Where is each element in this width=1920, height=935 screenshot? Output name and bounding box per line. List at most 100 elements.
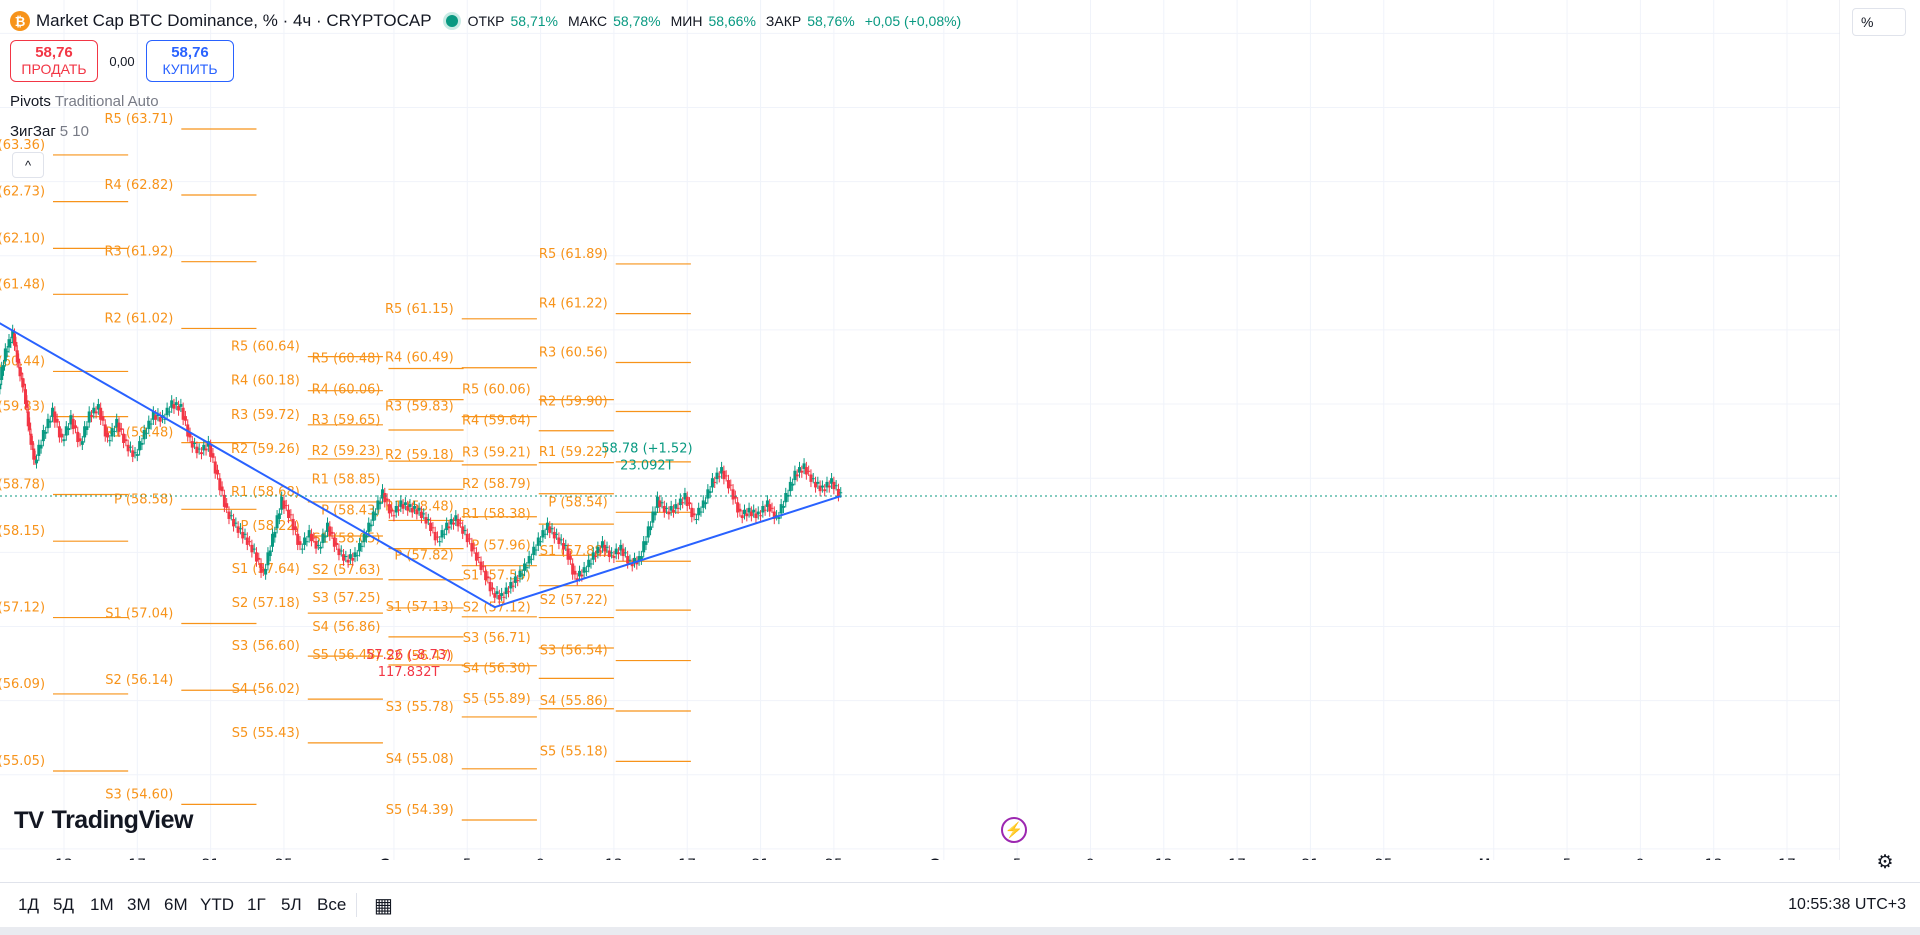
indicator-args: 5 10 [59, 123, 89, 140]
candle-body [532, 546, 536, 556]
pivot-label: S1 (57.88) [540, 544, 608, 559]
candle-body [305, 541, 309, 543]
candle-body [699, 511, 703, 513]
timeframe-all[interactable]: Все [317, 895, 347, 914]
candle-body [761, 505, 765, 513]
candle-body [190, 441, 194, 448]
candle-body [195, 446, 199, 454]
candle-body [676, 507, 680, 509]
candle-body [605, 546, 609, 548]
x-tick-label: 25 [275, 857, 293, 860]
x-tick-label: Ноя [1479, 857, 1509, 860]
candle-body [397, 509, 401, 511]
candle-body [332, 537, 336, 547]
candle-body [465, 533, 469, 543]
candle-body [112, 430, 116, 432]
candle-body [380, 489, 384, 499]
candle-body [704, 502, 708, 505]
candle-body [353, 552, 357, 557]
x-tick-label: 13 [1155, 857, 1173, 860]
timeframe-6m[interactable]: 6М [164, 895, 188, 914]
candle-body [385, 498, 389, 501]
candle-body [415, 509, 419, 515]
symbol-title[interactable]: Market Cap BTC Dominance, % · 4ч · CRYPT… [36, 11, 432, 30]
candle-body [254, 552, 258, 562]
pivot-label: S3 (54.60) [105, 787, 173, 802]
price-chart[interactable]: R5 (63.36) R4 (62.73) R3 (62.10) R2 (61.48)… [0, 0, 1840, 860]
timeframe-5y[interactable]: 5Л [281, 895, 302, 914]
candle-body [729, 484, 733, 486]
candle-body [756, 511, 760, 515]
pivot-label: S2 (56.47) [386, 649, 454, 664]
candle-body [211, 453, 215, 458]
sell-label: ПРОДАТЬ [21, 61, 87, 77]
zigzag-indicator: 58.78 (+1.52) 23.092T 57.26 (-8.73) 117.832… [0, 322, 842, 680]
candle-body [598, 550, 602, 552]
pivot-label: S4 (56.30) [463, 661, 531, 676]
candle-body [248, 541, 252, 543]
candle-body [713, 481, 717, 483]
candle-body [367, 522, 371, 532]
pivot-label: S1 (57.13) [386, 600, 454, 615]
collapse-legend-button[interactable]: ^ [12, 152, 44, 178]
pivot-label: P (57.82) [394, 549, 453, 564]
calendar-icon[interactable]: ▦ [374, 895, 393, 917]
x-tick-label: 13 [1705, 857, 1723, 860]
candle-body [158, 417, 162, 422]
x-tick-label: 17 [678, 857, 696, 860]
candle-body [683, 493, 687, 500]
buy-button[interactable]: 58,76 КУПИТЬ [146, 40, 234, 82]
candle-body [291, 518, 295, 531]
pivot-levels: R5 (63.36) R4 (62.73) R3 (62.10) R2 (61.48)… [0, 112, 691, 821]
pivot-label: S2 (57.63) [312, 563, 380, 578]
tradingview-logo[interactable]: TV TradingView [14, 806, 193, 835]
candle-body [199, 452, 203, 455]
candle-body [33, 455, 37, 460]
candle-body [55, 418, 59, 423]
candle-body [594, 556, 598, 558]
candle-body [14, 341, 18, 347]
timeframe-1y[interactable]: 1Г [247, 895, 266, 914]
pivot-label: S5 (56.48) [312, 648, 380, 663]
timeframe-5d[interactable]: 5Д [53, 895, 74, 914]
bottom-strip [0, 927, 1920, 935]
candle-body [64, 426, 68, 436]
candle-body [316, 544, 320, 546]
candle-body [15, 350, 19, 363]
candle-body [772, 511, 776, 519]
sell-button[interactable]: 58,76 ПРОДАТЬ [10, 40, 98, 82]
lightning-icon[interactable]: ⚡ [1001, 817, 1027, 843]
candle-body [513, 576, 517, 583]
candle-body [484, 570, 488, 581]
candle-body [749, 511, 753, 517]
candle-body [376, 500, 380, 510]
candle-body [550, 528, 554, 530]
candle-body [348, 554, 352, 559]
candle-body [669, 505, 673, 511]
candle-body [717, 476, 721, 478]
timeframe-ytd[interactable]: YTD [200, 895, 234, 914]
candle-body [282, 500, 286, 509]
candle-body [616, 552, 620, 555]
candle-body [440, 530, 444, 538]
timeframe-1m[interactable]: 1М [90, 895, 114, 914]
candle-body [477, 556, 481, 558]
market-status-icon[interactable] [445, 15, 458, 27]
candle-body [28, 422, 32, 430]
candle-body [832, 481, 836, 490]
candle-body [26, 411, 30, 427]
clock[interactable]: 10:55:38 UTC+3 [1788, 896, 1906, 913]
candle-body [419, 511, 423, 519]
unit-selector[interactable]: % [1852, 8, 1906, 36]
candle-body [119, 428, 123, 430]
timeframe-3m[interactable]: 3М [127, 895, 151, 914]
indicator-zigzag[interactable]: ЗигЗаг 5 10 [10, 123, 89, 140]
candle-body [619, 544, 623, 551]
candle-body [763, 509, 767, 511]
indicator-pivots[interactable]: Pivots Traditional Auto [10, 93, 159, 110]
candle-body [454, 515, 458, 521]
timeframe-1d[interactable]: 1Д [18, 895, 39, 914]
pivot-label: P (58.43) [321, 503, 380, 518]
gear-icon[interactable]: ⚙ [1876, 851, 1894, 873]
candle-body [167, 411, 171, 413]
